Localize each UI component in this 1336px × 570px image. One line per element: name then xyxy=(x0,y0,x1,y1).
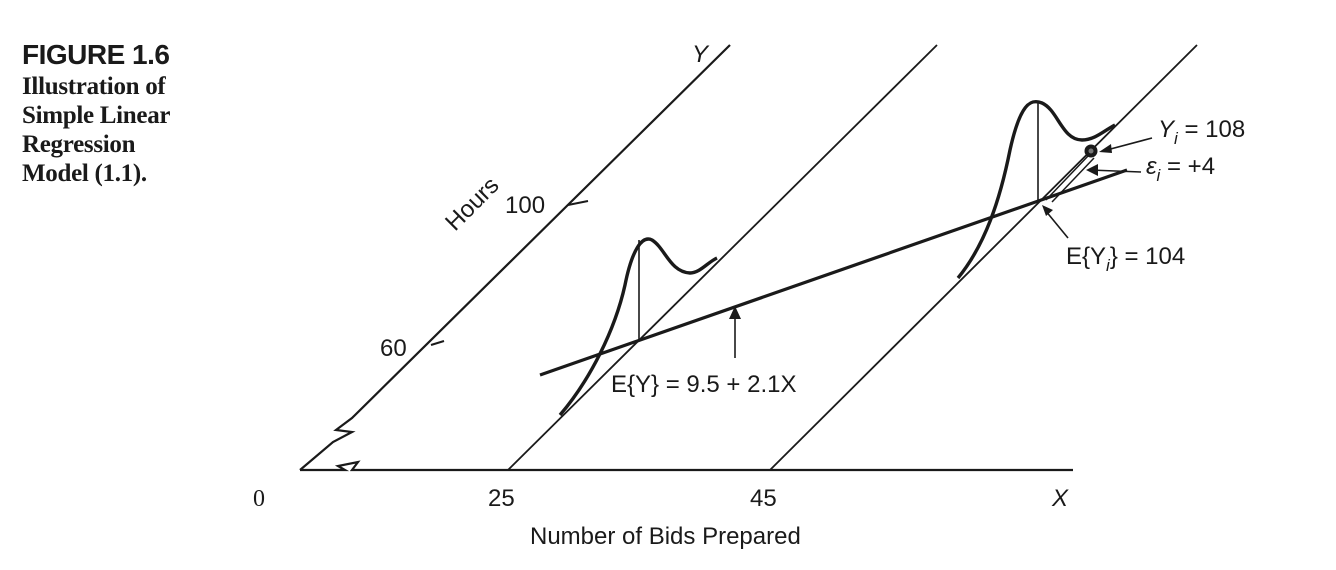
arrow-error-shaft xyxy=(1089,169,1142,173)
caption-line-2: Simple Linear xyxy=(22,102,171,129)
regression-equation: E{Y} = 9.5 + 2.1X xyxy=(611,371,796,398)
error-value-sub: i xyxy=(1157,166,1162,185)
y-axis-line xyxy=(299,44,731,471)
y-tick-label-100: 100 xyxy=(505,192,545,219)
x-axis-variable: X xyxy=(1051,485,1069,512)
arrow-expected-head xyxy=(1042,205,1053,216)
figure-label: FIGURE 1.6 xyxy=(22,39,170,70)
error-value-var: ε xyxy=(1146,153,1157,180)
caption-line-4: Model (1.1). xyxy=(22,160,147,187)
expected-value-post: } = 104 xyxy=(1110,243,1185,270)
error-term-line-a xyxy=(1045,155,1089,201)
distribution-curve-x25 xyxy=(558,237,718,417)
x-axis-title: Number of Bids Prepared xyxy=(530,523,801,550)
distribution-curve-x45 xyxy=(956,100,1116,280)
x25-guide-line xyxy=(507,44,938,471)
x-tick-label-45: 45 xyxy=(750,485,777,512)
figure-caption: FIGURE 1.6 Illustration of Simple Linear… xyxy=(22,38,242,188)
y-tick-60 xyxy=(430,340,445,346)
observed-value-var: Y xyxy=(1158,116,1176,143)
arrow-expected-shaft xyxy=(1044,209,1069,239)
observed-value-label: Yi = 108 xyxy=(1158,116,1245,148)
x45-guide-line xyxy=(769,44,1198,471)
error-term-line-b xyxy=(1051,157,1095,203)
observed-value-number: = 108 xyxy=(1178,116,1245,143)
arrow-error-head xyxy=(1086,164,1098,176)
y-axis-variable: Y xyxy=(692,41,710,68)
error-value-label: εi = +4 xyxy=(1146,153,1215,185)
y-tick-100 xyxy=(567,200,589,206)
y-axis-title: Hours xyxy=(440,172,504,236)
observed-value-sub: i xyxy=(1174,129,1179,148)
x-axis-line xyxy=(300,460,1073,472)
origin-label: 0 xyxy=(253,486,265,512)
x-tick-label-25: 25 xyxy=(488,485,515,512)
arrow-observed-head xyxy=(1099,144,1112,153)
regression-line xyxy=(539,168,1128,377)
error-value-number: = +4 xyxy=(1160,153,1215,180)
expected-value-sub: i xyxy=(1106,256,1111,275)
caption-line-3: Regression xyxy=(22,131,136,158)
expected-value-pre: E{Y xyxy=(1066,243,1106,270)
caption-line-1: Illustration of xyxy=(22,73,166,100)
observed-point-highlight xyxy=(1088,148,1094,154)
expected-value-label: E{Yi} = 104 xyxy=(1066,243,1185,275)
arrow-regression-head xyxy=(729,306,741,319)
y-tick-label-60: 60 xyxy=(380,335,407,362)
